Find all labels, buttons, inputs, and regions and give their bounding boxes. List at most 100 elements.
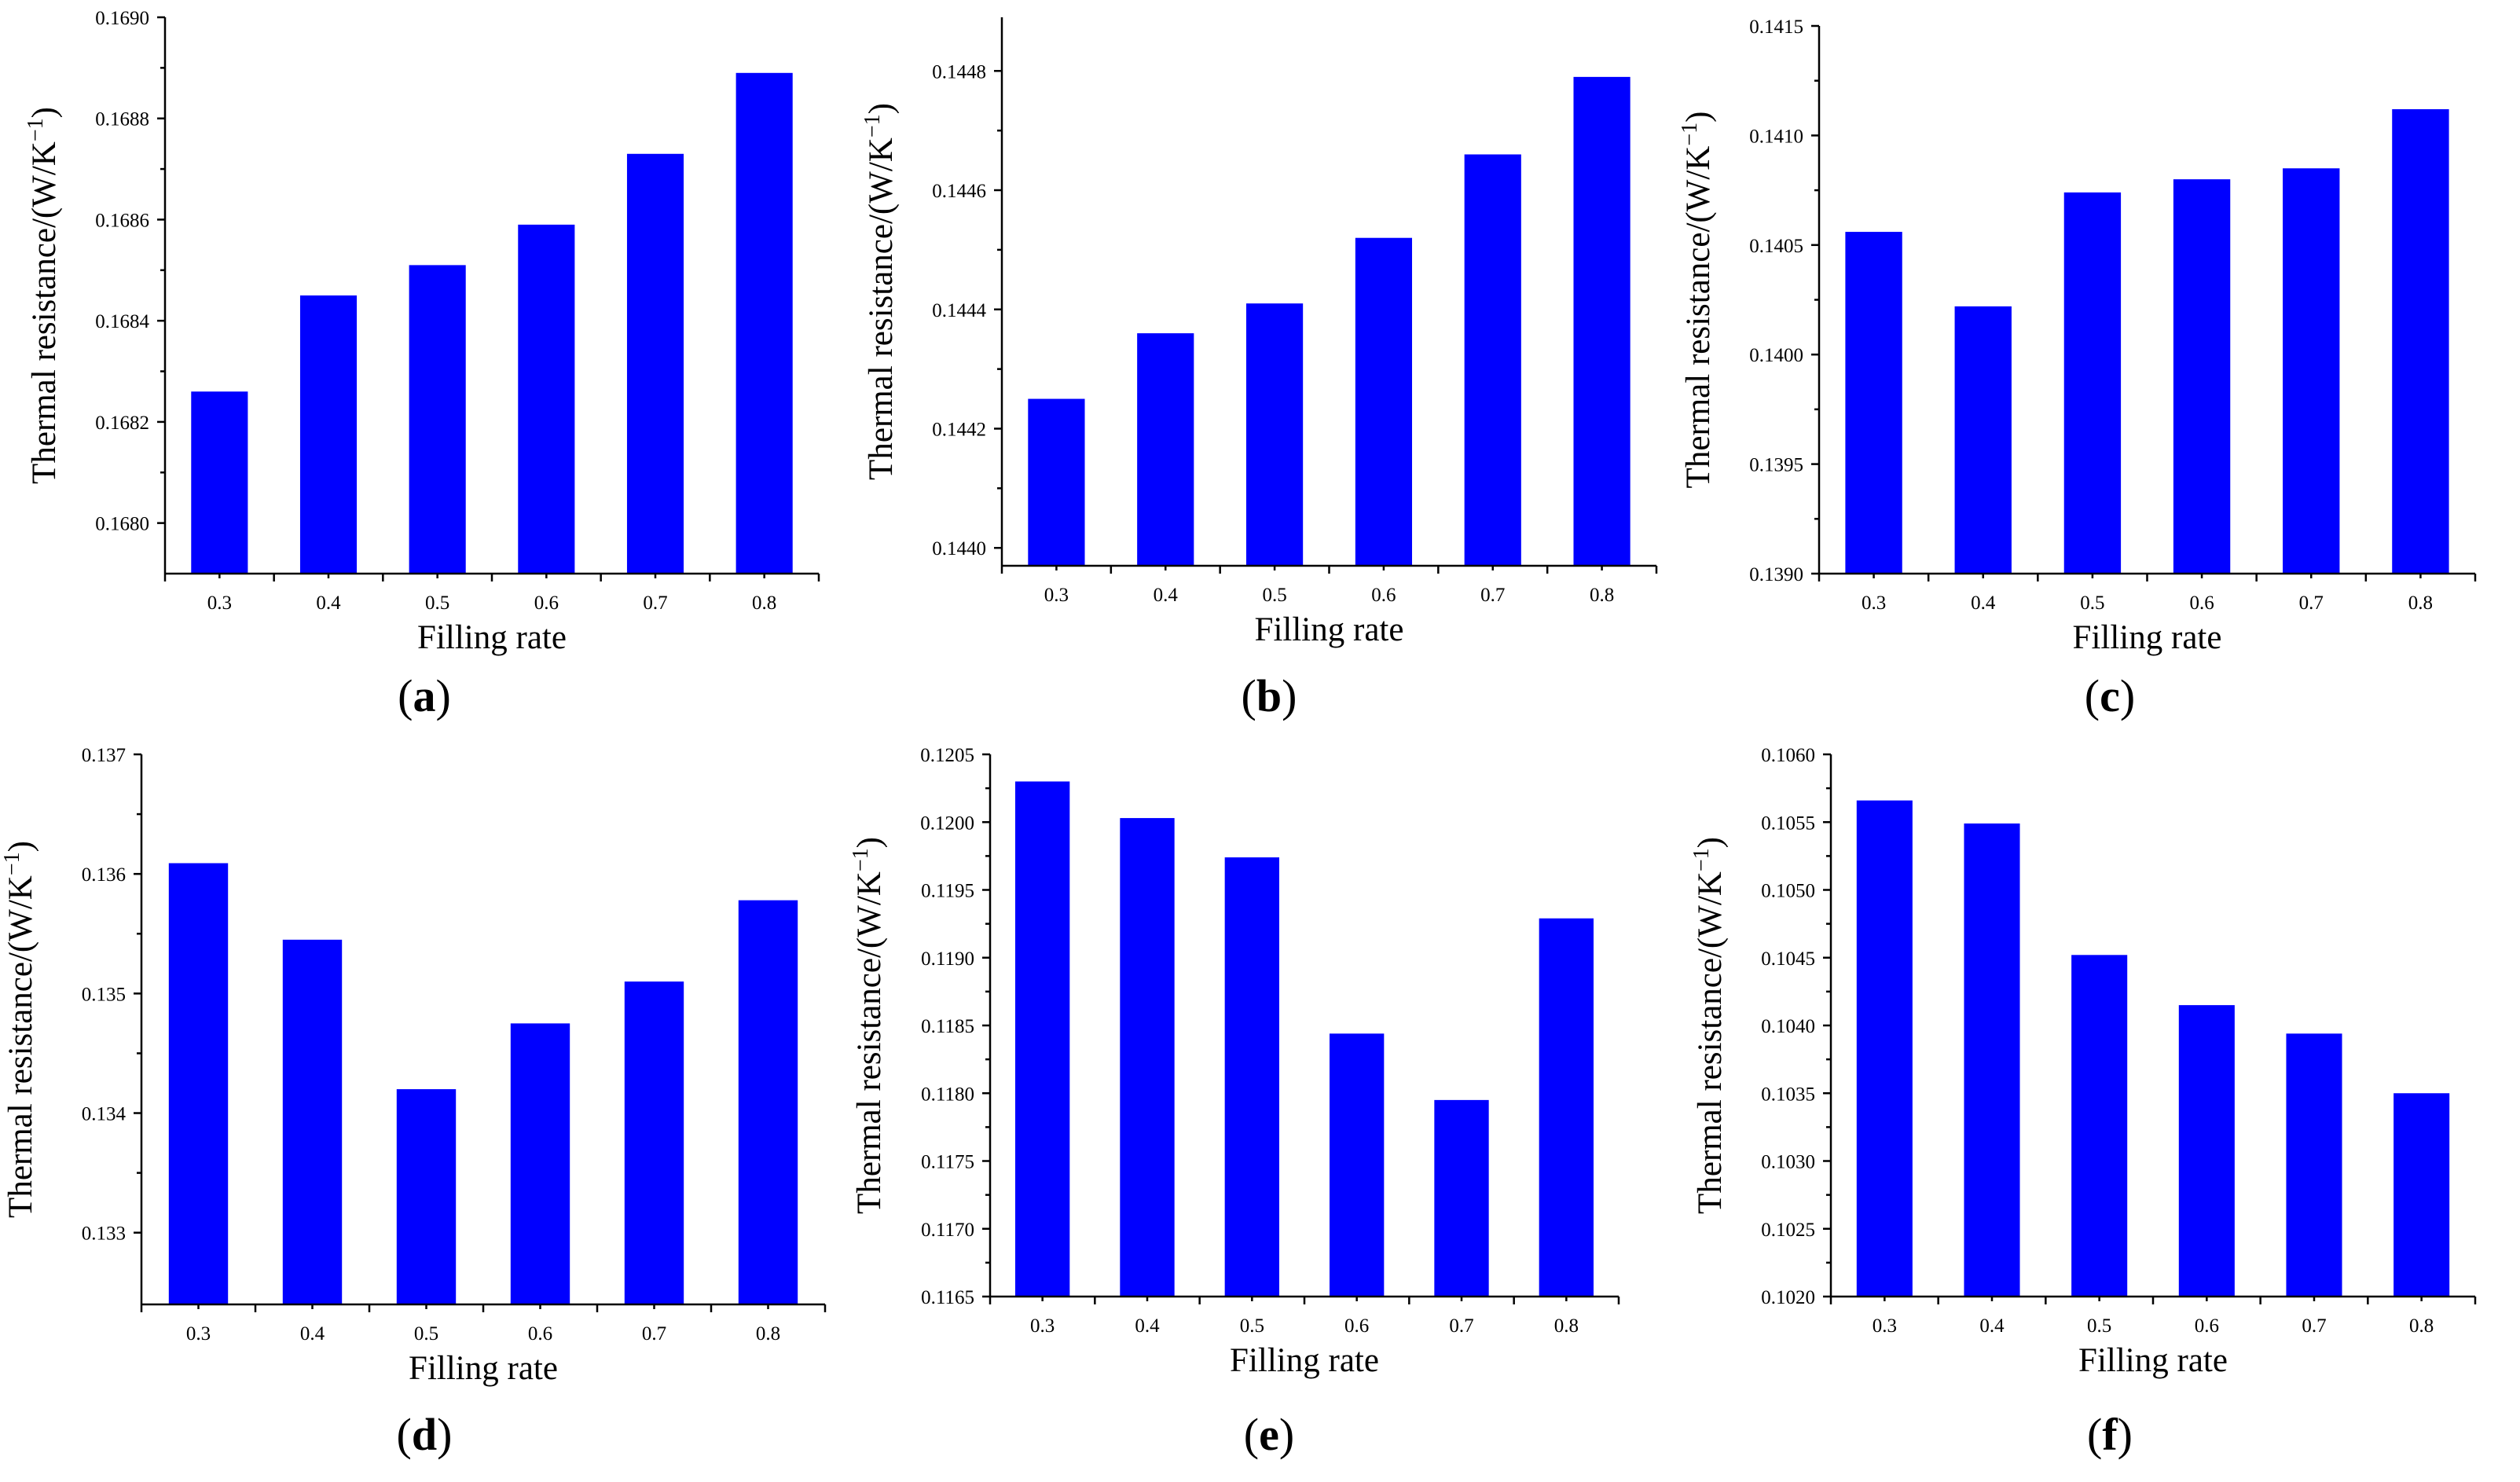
- panel-label-open: (: [2085, 670, 2100, 721]
- y-tick-label: 0.1690: [95, 8, 149, 29]
- y-tick-label: 0.1165: [921, 1287, 974, 1308]
- panel-label-close: ): [1279, 1409, 1294, 1460]
- bar-d-0.6: [510, 1023, 570, 1304]
- y-tick-label: 0.1190: [921, 948, 974, 970]
- x-tick-label: 0.7: [1480, 585, 1505, 606]
- y-axis-label-end: ): [1692, 837, 1729, 848]
- y-tick-label: 0.1050: [1761, 881, 1815, 902]
- y-tick-label: 0.1195: [921, 881, 974, 902]
- bar-a-0.4: [299, 295, 358, 574]
- y-tick-label: 0.1395: [1749, 455, 1803, 476]
- bar-d-0.4: [282, 939, 343, 1304]
- y-tick-label: 0.1680: [95, 514, 149, 535]
- x-tick-label: 0.3: [1873, 1315, 1897, 1337]
- y-axis-label-superscript: −1: [1678, 123, 1702, 146]
- y-axis-label-main: Thermal resistance/(W/K: [26, 141, 63, 484]
- bar-a-0.6: [518, 224, 575, 574]
- y-tick-label: 0.135: [82, 984, 126, 1005]
- x-tick-label: 0.8: [1554, 1315, 1579, 1337]
- panel-label: (a): [398, 670, 451, 721]
- y-tick-label: 0.1400: [1749, 345, 1803, 366]
- bar-d-0.5: [396, 1089, 457, 1304]
- bar-b-0.3: [1028, 398, 1085, 566]
- x-tick-label: 0.4: [1135, 1315, 1160, 1337]
- y-axis-label-end: ): [863, 103, 900, 114]
- bar-c-0.6: [2173, 179, 2231, 574]
- panel-label-letter: e: [1259, 1409, 1279, 1460]
- x-tick-label: 0.6: [528, 1323, 552, 1344]
- y-tick-label: 0.1170: [921, 1220, 974, 1241]
- x-axis-label: Filling rate: [417, 619, 567, 656]
- bar-a-0.5: [409, 265, 466, 574]
- y-axis-label-end: ): [2, 841, 39, 852]
- y-tick-label: 0.1040: [1761, 1016, 1815, 1037]
- y-tick-label: 0.1448: [932, 61, 986, 83]
- y-axis-label: Thermal resistance/(W/K−1): [849, 837, 888, 1214]
- x-tick-label: 0.4: [1971, 592, 1996, 614]
- panel-label-close: ): [436, 670, 451, 721]
- y-axis-label-end: ): [1680, 112, 1717, 123]
- bar-a-0.3: [191, 391, 248, 574]
- y-tick-label: 0.1440: [932, 538, 986, 559]
- x-tick-label: 0.8: [2408, 592, 2433, 614]
- x-tick-label: 0.6: [1371, 585, 1396, 606]
- x-tick-label: 0.4: [300, 1323, 325, 1344]
- x-tick-label: 0.8: [752, 592, 776, 614]
- x-tick-label: 0.6: [2189, 592, 2214, 614]
- panel-label-open: (: [1244, 1409, 1259, 1460]
- panel-label-close: ): [1282, 670, 1297, 721]
- chart-panel-d: 0.133 0.134 0.135 0.136 0.137 0.3 0.4 0.5 0.6 0.7…: [0, 745, 827, 1460]
- y-tick-label: 0.1682: [95, 413, 149, 434]
- panel-label-letter: b: [1256, 670, 1282, 721]
- x-tick-label: 0.3: [186, 1323, 211, 1344]
- x-axis-label: Filling rate: [1230, 1342, 1379, 1379]
- y-tick-label: 0.1444: [932, 300, 986, 321]
- y-tick-label: 0.1025: [1761, 1220, 1815, 1241]
- bar-f-0.6: [2178, 1005, 2235, 1297]
- y-tick-label: 0.1060: [1761, 745, 1815, 766]
- panel-label-close: ): [437, 1409, 452, 1460]
- chart-panel-f: 0.1020 0.1025 0.1030 0.1035 0.1040 0.1045 0.10…: [1689, 745, 2477, 1460]
- y-axis-label-main: Thermal resistance/(W/K: [2, 875, 39, 1218]
- bar-f-0.4: [1964, 823, 2020, 1297]
- y-axis-label: Thermal resistance/(W/K−1): [0, 841, 39, 1218]
- x-tick-label: 0.5: [425, 592, 449, 614]
- x-tick-label: 0.8: [756, 1323, 780, 1344]
- y-tick-label: 0.1205: [920, 745, 974, 766]
- bar-d-0.8: [738, 900, 798, 1304]
- x-tick-label: 0.5: [2080, 592, 2104, 614]
- y-axis-label-main: Thermal resistance/(W/K: [1692, 871, 1729, 1214]
- bar-a-0.8: [735, 72, 793, 574]
- y-tick-label: 0.137: [82, 745, 126, 766]
- x-axis-label: Filling rate: [1255, 611, 1404, 648]
- bar-f-0.8: [2393, 1093, 2450, 1297]
- chart-panel-b: 0.1440 0.1442 0.1444 0.1446 0.1448 0.3 0.4 0.5 0…: [860, 17, 1658, 721]
- x-tick-label: 0.3: [207, 592, 232, 614]
- bar-c-0.8: [2392, 108, 2449, 574]
- y-tick-label: 0.1055: [1761, 813, 1815, 834]
- bar-f-0.7: [2286, 1033, 2342, 1297]
- x-tick-label: 0.5: [414, 1323, 438, 1344]
- bar-b-0.7: [1464, 154, 1521, 566]
- panel-label-open: (: [1242, 670, 1256, 721]
- y-tick-label: 0.1175: [921, 1152, 974, 1173]
- bar-d-0.7: [624, 981, 684, 1304]
- y-tick-label: 0.1410: [1749, 126, 1803, 147]
- bar-c-0.7: [2283, 168, 2340, 574]
- x-axis-label: Filling rate: [2073, 619, 2222, 656]
- x-tick-label: 0.3: [1044, 585, 1069, 606]
- x-tick-label: 0.7: [2302, 1315, 2326, 1337]
- panel-label-close: ): [2120, 670, 2135, 721]
- panel-label-letter: d: [412, 1409, 437, 1460]
- chart-panel-c: 0.1390 0.1395 0.1400 0.1405 0.1410 0.1415 0.3 0…: [1678, 17, 2477, 721]
- panel-label-letter: a: [413, 670, 436, 721]
- bar-e-0.7: [1434, 1099, 1489, 1297]
- panel-label-open: (: [2087, 1409, 2102, 1460]
- bar-b-0.5: [1245, 303, 1304, 566]
- y-tick-label: 0.134: [82, 1104, 127, 1125]
- y-axis-label-superscript: −1: [860, 114, 885, 138]
- x-tick-label: 0.8: [2409, 1315, 2434, 1337]
- y-tick-label: 0.1415: [1749, 17, 1803, 38]
- y-tick-label: 0.1200: [920, 813, 974, 834]
- y-axis-label: Thermal resistance/(W/K−1): [1678, 112, 1717, 489]
